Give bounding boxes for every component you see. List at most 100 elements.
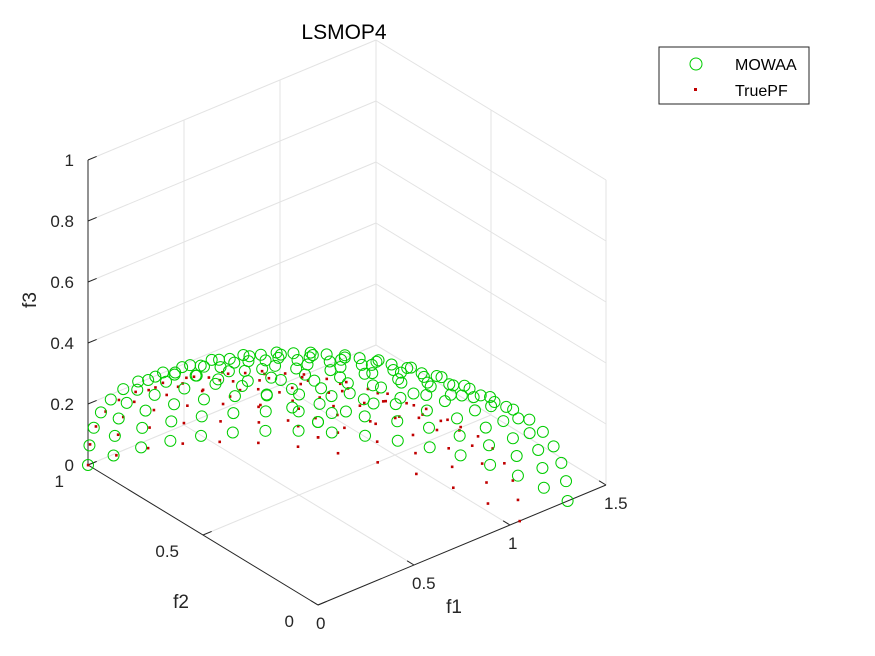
mowaa-point bbox=[435, 371, 448, 384]
truepf-point bbox=[238, 388, 242, 392]
mowaa-point bbox=[214, 361, 227, 374]
truepf-point bbox=[318, 396, 322, 399]
truepf-point bbox=[486, 502, 490, 505]
mowaa-point bbox=[438, 395, 451, 408]
mowaa-point bbox=[485, 400, 498, 413]
truepf-point bbox=[186, 404, 189, 407]
mowaa-point bbox=[82, 459, 94, 471]
truepf-point bbox=[340, 389, 344, 393]
mowaa-point bbox=[339, 405, 352, 418]
mowaa-point bbox=[385, 358, 398, 371]
truepf-point bbox=[503, 461, 506, 465]
mowaa-point bbox=[308, 374, 321, 387]
truepf-point bbox=[165, 393, 168, 397]
mowaa-point bbox=[420, 404, 433, 417]
mowaa-point bbox=[555, 456, 568, 469]
truepf-point bbox=[302, 373, 306, 376]
mowaa-point bbox=[197, 360, 210, 373]
truepf-point bbox=[185, 376, 188, 380]
grid-line bbox=[87, 283, 377, 405]
z-tick-label: 0.8 bbox=[50, 212, 74, 231]
truepf-point bbox=[381, 400, 385, 403]
mowaa-point bbox=[366, 367, 379, 380]
mowaa-point bbox=[209, 377, 222, 390]
mowaa-point bbox=[160, 375, 173, 388]
x-tick-label: 1.5 bbox=[604, 494, 628, 513]
truepf-point bbox=[291, 399, 294, 403]
mowaa-point bbox=[205, 353, 218, 366]
mowaa-point bbox=[169, 366, 182, 379]
mowaa-point bbox=[324, 364, 337, 377]
mowaa-point bbox=[259, 424, 272, 437]
truepf-point bbox=[154, 386, 157, 389]
truepf-point bbox=[192, 375, 196, 379]
mowaa-point bbox=[468, 404, 481, 417]
mowaa-point bbox=[157, 366, 170, 379]
mowaa-point bbox=[401, 362, 414, 375]
mowaa-point bbox=[291, 354, 304, 367]
truepf-point bbox=[452, 486, 455, 490]
truepf-point bbox=[116, 433, 120, 437]
mowaa-point bbox=[335, 353, 348, 366]
truepf-point bbox=[176, 385, 180, 389]
mowaa-point bbox=[189, 369, 202, 382]
y-tick-label: 0 bbox=[285, 612, 294, 631]
truepf-point bbox=[257, 441, 260, 445]
z-tick-label: 0 bbox=[65, 456, 74, 475]
truepf-point bbox=[450, 465, 454, 469]
z-tick-label: 0.4 bbox=[50, 334, 74, 353]
truepf-point bbox=[306, 379, 310, 382]
mowaa-point bbox=[320, 348, 333, 361]
mowaa-point bbox=[315, 382, 328, 395]
mowaa-point bbox=[306, 349, 319, 362]
mowaa-point bbox=[420, 388, 433, 401]
y-tick-label: 1 bbox=[55, 472, 64, 491]
truepf-point bbox=[336, 451, 340, 455]
mowaa-point bbox=[312, 416, 324, 428]
mowaa-point bbox=[142, 373, 155, 386]
mowaa-point bbox=[197, 393, 210, 406]
mowaa-point bbox=[286, 401, 299, 414]
z-tick bbox=[87, 338, 97, 344]
legend: MOWAA TruePF bbox=[658, 46, 810, 105]
mowaa-point bbox=[195, 410, 208, 423]
mowaa-point bbox=[260, 389, 273, 402]
mowaa-point bbox=[292, 424, 305, 437]
truepf-point bbox=[231, 380, 235, 383]
truepf-point bbox=[376, 461, 379, 464]
z-tick bbox=[87, 155, 97, 161]
mowaa-point bbox=[523, 413, 536, 426]
truepf-point bbox=[485, 481, 488, 484]
truepf-point bbox=[414, 451, 417, 455]
mowaa-point bbox=[107, 449, 120, 462]
x-tick bbox=[310, 600, 319, 606]
y-tick bbox=[317, 600, 327, 606]
truepf-point bbox=[459, 425, 462, 429]
mowaa-point bbox=[269, 359, 282, 372]
grid-line bbox=[87, 39, 377, 161]
truepf-point bbox=[297, 407, 301, 410]
y-tick-label: 0.5 bbox=[155, 542, 179, 561]
mowaa-point bbox=[343, 387, 356, 400]
truepf-point bbox=[181, 442, 185, 445]
mowaa-point bbox=[547, 440, 560, 453]
truepf-point bbox=[117, 398, 121, 402]
mowaa-point bbox=[338, 351, 351, 364]
truepf-point bbox=[243, 371, 247, 375]
legend-marker-truepf bbox=[694, 88, 697, 91]
mowaa-point bbox=[165, 415, 178, 428]
mowaa-point bbox=[358, 410, 371, 423]
truepf-point bbox=[358, 404, 362, 407]
grid-line bbox=[202, 414, 492, 536]
z-axis-label: f3 bbox=[20, 292, 41, 308]
mowaa-point bbox=[370, 355, 383, 368]
z-tick bbox=[87, 399, 97, 405]
mowaa-point bbox=[453, 429, 466, 442]
truepf-point bbox=[257, 421, 261, 424]
truepf-point bbox=[200, 389, 204, 393]
mowaa-point bbox=[424, 380, 437, 393]
mowaa-point bbox=[293, 388, 306, 401]
legend-box bbox=[658, 46, 810, 105]
mowaa-point bbox=[474, 389, 487, 402]
